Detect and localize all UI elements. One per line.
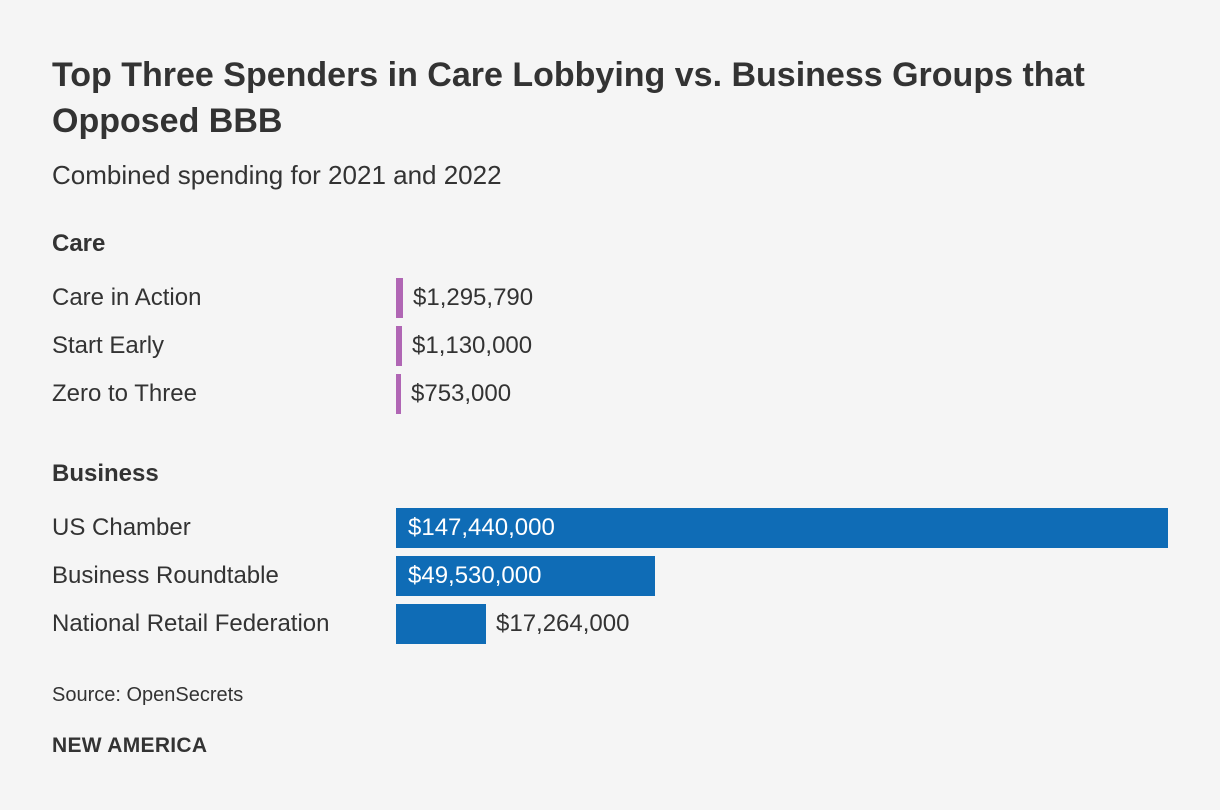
bar: [396, 508, 1168, 548]
data-label: $1,130,000: [412, 332, 533, 359]
category-label: Care in Action: [52, 284, 202, 311]
group-heading-business: Business: [52, 460, 159, 487]
bar: [396, 374, 401, 414]
chart-title: Top Three Spenders in Care Lobbying vs. …: [52, 56, 1085, 140]
bar: [396, 604, 486, 644]
chart-subtitle: Combined spending for 2021 and 2022: [52, 160, 502, 190]
bar: [396, 278, 403, 318]
data-label: $17,264,000: [496, 610, 630, 637]
data-label: $1,295,790: [413, 284, 534, 311]
data-label: $753,000: [411, 380, 512, 407]
category-label: Business Roundtable: [52, 562, 279, 589]
source-note: Source: OpenSecrets: [52, 684, 244, 706]
category-label: Zero to Three: [52, 380, 197, 407]
category-label: US Chamber: [52, 514, 191, 541]
bar: [396, 326, 402, 366]
category-label: National Retail Federation: [52, 610, 330, 637]
group-heading-care: Care: [52, 230, 106, 257]
bar: [396, 556, 655, 596]
data-label: $49,530,000: [408, 562, 542, 589]
brand-logo: NEW AMERICA: [52, 734, 208, 757]
category-label: Start Early: [52, 332, 165, 359]
data-label: $147,440,000: [408, 514, 555, 541]
